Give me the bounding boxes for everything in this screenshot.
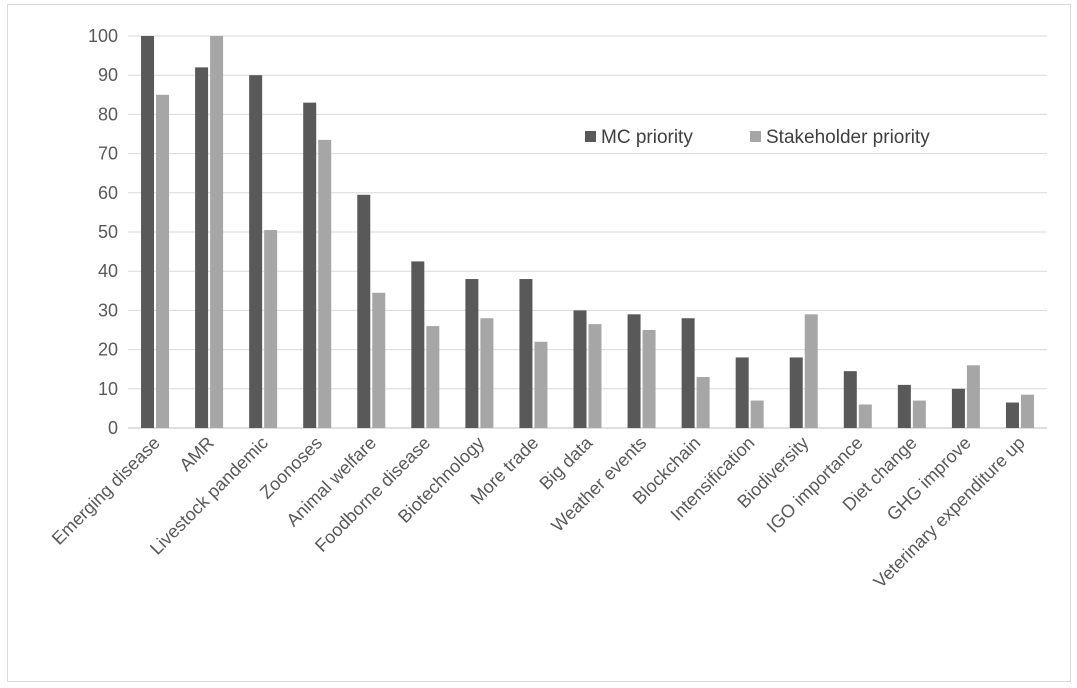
x-tick-label-igo-importance: IGO importance [763,433,867,537]
bar-stakeholder-priority-foodborne-disease [426,326,440,428]
x-tick-label-amr: AMR [175,433,217,475]
bar-stakeholder-priority-zoonoses [318,139,332,428]
bar-mc-priority-zoonoses [303,102,317,428]
bar-mc-priority-diet-change [897,384,911,428]
legend-swatch-mc-priority [585,131,596,142]
bar-mc-priority-intensification [735,357,749,428]
bar-mc-priority-blockchain [681,318,695,428]
bar-stakeholder-priority-emerging-disease [156,94,170,429]
legend-label-stakeholder-priority: Stakeholder priority [766,127,930,148]
y-tick-label: 70 [98,144,118,164]
bar-mc-priority-livestock-pandemic [249,75,263,428]
bar-stakeholder-priority-intensification [750,400,764,428]
bars [141,36,1034,429]
legend: MC priority Stakeholder priority [585,127,930,148]
bar-stakeholder-priority-biodiversity [804,314,818,428]
bar-mc-priority-ghg-improve [951,388,965,428]
bar-stakeholder-priority-big-data [588,324,602,428]
y-tick-label: 90 [98,65,118,85]
bar-stakeholder-priority-diet-change [912,400,926,428]
bar-mc-priority-foodborne-disease [411,261,425,428]
bar-mc-priority-veterinary-expenditure-up [1005,402,1019,428]
bar-stakeholder-priority-blockchain [696,377,710,428]
y-tick-label: 0 [108,418,118,438]
bar-stakeholder-priority-livestock-pandemic [264,230,278,428]
bar-mc-priority-amr [195,67,209,429]
x-tick-label-emerging-disease: Emerging disease [48,433,164,549]
bar-stakeholder-priority-amr [210,36,224,428]
bar-mc-priority-biotechnology [465,279,479,428]
gridlines [128,35,1047,429]
bar-stakeholder-priority-biotechnology [480,318,494,428]
y-tick-label: 100 [88,26,118,46]
y-tick-label: 20 [98,340,118,360]
y-tick-label: 30 [98,300,118,320]
bar-mc-priority-emerging-disease [141,36,155,428]
legend-label-mc-priority: MC priority [601,127,693,148]
bar-mc-priority-big-data [573,310,587,428]
bar-stakeholder-priority-animal-welfare [372,292,386,428]
y-tick-label: 10 [98,379,118,399]
bar-mc-priority-more-trade [519,279,533,428]
bar-mc-priority-weather-events [627,314,641,428]
bar-stakeholder-priority-weather-events [642,330,656,428]
bar-stakeholder-priority-ghg-improve [966,365,980,428]
y-axis-ticks: 0 10 20 30 40 50 60 70 80 90 100 [88,26,118,438]
bar-mc-priority-animal-welfare [357,194,371,428]
y-tick-label: 80 [98,104,118,124]
bar-mc-priority-biodiversity [789,357,803,428]
y-tick-label: 50 [98,222,118,242]
bar-mc-priority-igo-importance [843,371,857,428]
bar-stakeholder-priority-more-trade [534,341,548,428]
y-tick-label: 40 [98,261,118,281]
y-tick-label: 60 [98,183,118,203]
x-tick-label-weather-events: Weather events [547,433,650,536]
legend-swatch-stakeholder-priority [750,131,761,142]
bar-stakeholder-priority-veterinary-expenditure-up [1020,394,1034,428]
bar-stakeholder-priority-igo-importance [858,404,872,428]
